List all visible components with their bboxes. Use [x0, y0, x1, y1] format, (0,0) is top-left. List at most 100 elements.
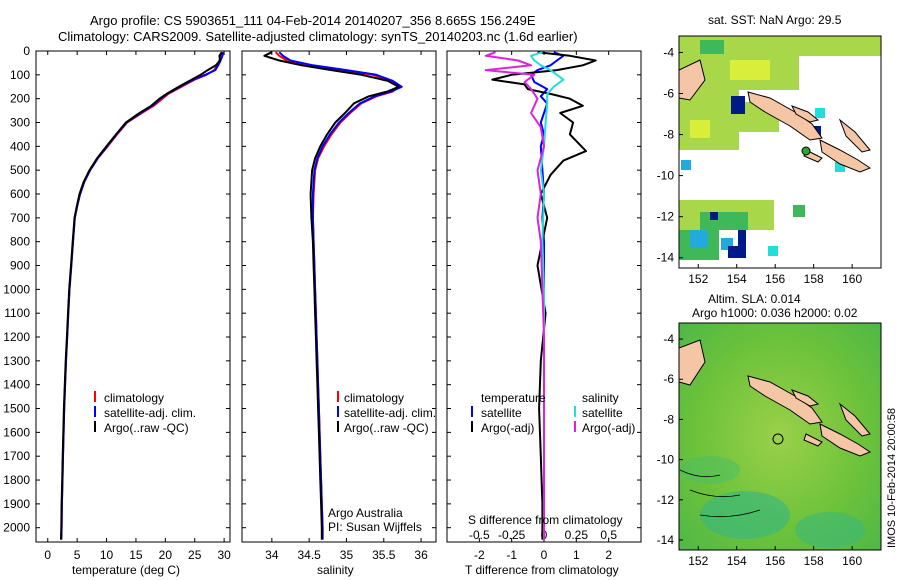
y-tick-label: 1600	[3, 425, 30, 439]
top-x-tick-label: 0.25	[565, 528, 589, 542]
plot-frame	[241, 50, 437, 543]
x-tick-label: 2	[605, 548, 612, 562]
y-tick-label: 400	[10, 139, 30, 153]
diff-legend-sal-argo: Argo(-adj)	[582, 421, 636, 435]
y-tick-label: 700	[10, 211, 30, 225]
map-y-tick-label: -10	[657, 169, 675, 183]
map-y-tick-label: -12	[657, 493, 675, 507]
map-x-tick-label: 152	[688, 272, 708, 286]
map-y-tick-label: -4	[663, 45, 674, 59]
y-tick-label: 600	[10, 187, 30, 201]
y-tick-label: 300	[10, 116, 30, 130]
map-y-tick-label: -14	[657, 251, 675, 265]
diff-legend-temp-satellite: satellite	[481, 406, 522, 420]
plot-frame	[35, 50, 231, 543]
map-y-tick-label: -6	[663, 372, 674, 386]
temp-xlabel: temperature (deg C)	[72, 563, 181, 577]
series-line-salinity-argo-adj-	[484, 51, 545, 540]
map-y-tick-label: -8	[663, 412, 674, 426]
y-tick-label: 1100	[4, 306, 30, 320]
diff-legend-salinity-header: salinity	[582, 391, 619, 405]
y-tick-label: 100	[10, 68, 30, 82]
x-tick-label: 25	[188, 548, 202, 562]
diff-legend-sal-satellite: satellite	[582, 406, 623, 420]
temperature-panel: 0100200300400500600700800900100011001200…	[3, 44, 231, 562]
top-x-tick-label: 0.5	[600, 528, 617, 542]
x-tick-label: -2	[474, 548, 485, 562]
y-tick-label: 1700	[3, 449, 30, 463]
top-x-tick-label: -0.25	[498, 528, 526, 542]
x-tick-label: 20	[159, 548, 173, 562]
x-tick-label: 34.5	[297, 548, 321, 562]
x-tick-label: 0	[541, 548, 548, 562]
y-tick-label: 1000	[3, 282, 30, 296]
y-tick-label: 1400	[3, 378, 30, 392]
diff-legend-temp-argo: Argo(-adj)	[481, 421, 535, 435]
diff-xlabel: T difference from climatology	[465, 563, 619, 577]
y-tick-label: 0	[23, 44, 30, 58]
sal-xlabel: salinity	[317, 563, 354, 577]
sla-map-title-2: Argo h1000: 0.036 h2000: 0.02	[692, 306, 858, 320]
y-tick-label: 1300	[3, 354, 30, 368]
temp-legend-climatology: climatology	[104, 391, 165, 405]
map-y-tick-label: -10	[657, 453, 675, 467]
top-x-tick-label: -0.5	[469, 528, 490, 542]
y-tick-label: 500	[10, 163, 30, 177]
salinity-panel: 34 34.5 35 35.5 36	[241, 50, 437, 562]
series-group	[484, 51, 597, 540]
temp-legend-satellite: satellite-adj. clim.	[104, 406, 197, 420]
temp-legend-argo: Argo(..raw -QC)	[104, 421, 189, 435]
y-tick-label: 900	[10, 259, 30, 273]
map-x-tick-label: 160	[842, 272, 862, 286]
y-tick-label: 1500	[3, 402, 30, 416]
series-group	[263, 51, 403, 540]
series-line-argo-raw-qc-	[263, 51, 400, 540]
y-tick-label: 800	[10, 235, 30, 249]
x-tick-label: 36	[414, 548, 428, 562]
map-x-tick-label: 158	[804, 554, 824, 568]
sal-legend-satellite: satellite-adj. clim.	[344, 406, 437, 420]
sal-legend-argo: Argo(..raw -QC)	[344, 421, 429, 435]
map-x-tick-label: 154	[727, 554, 747, 568]
map-y-tick-label: -14	[657, 533, 675, 547]
difference-panel: -2 -1 0 1 2-0.5 -0.25 0 0.25 0.5	[446, 50, 642, 562]
x-tick-label: 15	[129, 548, 143, 562]
title-line-1: Argo profile: CS 5903651_111 04-Feb-2014…	[90, 13, 536, 28]
argo-credit-1: Argo Australia	[328, 506, 403, 520]
series-group	[60, 51, 225, 540]
title-line-2: Climatology: CARS2009. Satellite-adjuste…	[58, 29, 578, 44]
x-tick-label: 35.5	[372, 548, 396, 562]
argo-credit-2: PI: Susan Wijffels	[328, 520, 422, 534]
map-x-tick-label: 158	[804, 272, 824, 286]
x-tick-label: 0	[44, 548, 51, 562]
series-line-temperature-argo-adj-	[491, 51, 597, 540]
map-y-tick-label: -4	[663, 332, 674, 346]
x-tick-label: 35	[340, 548, 354, 562]
sla-map-title-1: Altim. SLA: 0.014	[708, 292, 801, 306]
y-tick-label: 1900	[3, 497, 30, 511]
sal-legend-climatology: climatology	[344, 391, 405, 405]
y-tick-label: 200	[10, 92, 30, 106]
x-tick-label: 34	[265, 548, 279, 562]
x-tick-label: 30	[217, 548, 231, 562]
y-tick-label: 1200	[3, 330, 30, 344]
diff-xlabel-top: S difference from climatology	[468, 513, 623, 527]
map-x-tick-label: 156	[765, 554, 785, 568]
series-line-argo-raw-qc-	[60, 51, 223, 540]
x-tick-label: 10	[100, 548, 114, 562]
map-x-tick-label: 156	[765, 272, 785, 286]
sst-map-title: sat. SST: NaN Argo: 29.5	[708, 13, 842, 27]
y-tick-label: 1800	[3, 473, 30, 487]
x-tick-label: 5	[74, 548, 81, 562]
sla-map: -4 -6 -8 -10 -12 -14 152 154 156 158 160	[657, 322, 882, 568]
map-y-tick-label: -6	[663, 86, 674, 100]
x-tick-label: -1	[506, 548, 517, 562]
map-x-tick-label: 152	[688, 554, 708, 568]
map-x-tick-label: 160	[842, 554, 862, 568]
x-tick-label: 1	[573, 548, 580, 562]
map-y-tick-label: -8	[663, 128, 674, 142]
map-x-tick-label: 154	[727, 272, 747, 286]
y-tick-label: 2000	[3, 521, 30, 535]
diff-legend-temperature-header: temperature	[481, 391, 546, 405]
